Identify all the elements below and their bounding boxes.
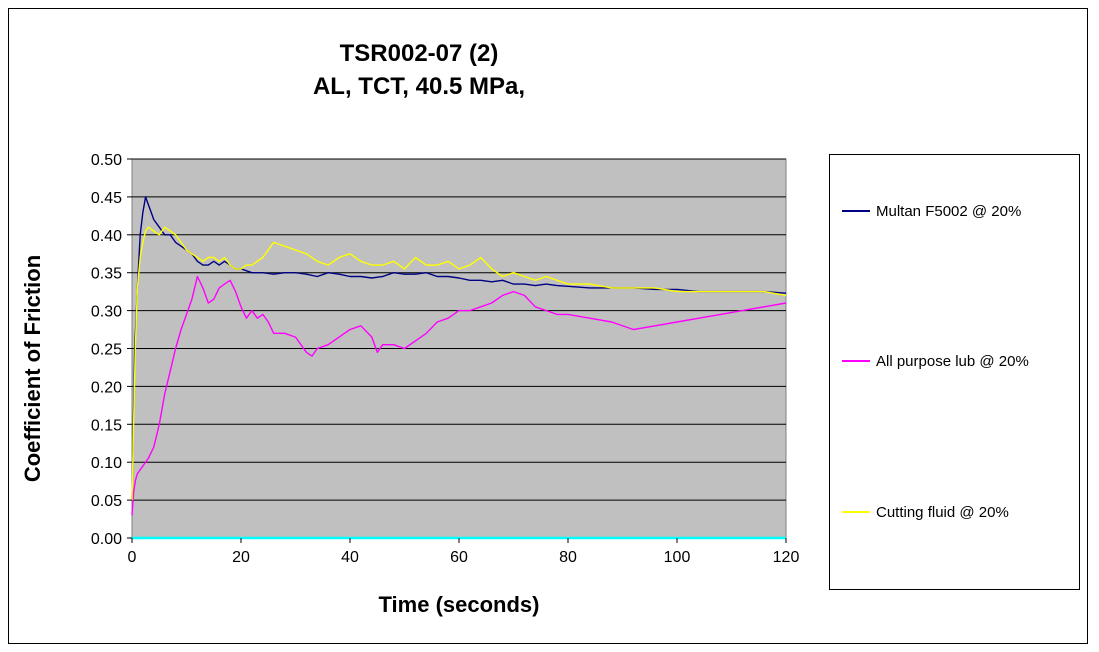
legend-swatch-multan <box>842 210 870 212</box>
legend-item-multan: Multan F5002 @ 20% <box>842 201 1021 221</box>
x-tick-label-4: 80 <box>559 549 577 566</box>
y-axis-title: Coefficient of Friction <box>20 255 45 482</box>
legend-label-all-purpose: All purpose lub @ 20% <box>876 352 1029 370</box>
series-line-cutting-fluid <box>131 226 787 501</box>
chart-title-line-2: AL, TCT, 40.5 MPa, <box>312 73 526 100</box>
x-tick-label-5: 100 <box>664 549 691 566</box>
y-tick-label-2: 0.10 <box>91 455 122 472</box>
legend-swatch-all-purpose <box>842 360 870 362</box>
y-tick-label-1: 0.05 <box>91 493 122 510</box>
y-tick-label-3: 0.15 <box>91 417 122 434</box>
y-tick-label-5: 0.25 <box>91 342 122 359</box>
x-axis-ticks: 0 20 40 60 80 100 120 <box>128 538 800 566</box>
legend-item-all-purpose: All purpose lub @ 20% <box>842 351 1029 371</box>
legend: Multan F5002 @ 20% All purpose lub @ 20%… <box>829 154 1080 590</box>
y-tick-label-8: 0.40 <box>91 228 122 245</box>
legend-label-cutting-fluid: Cutting fluid @ 20% <box>876 503 1009 521</box>
x-tick-label-3: 60 <box>450 549 468 566</box>
series-line-multan <box>131 196 787 501</box>
chart-title-line-1: TSR002-07 (2) <box>339 40 499 67</box>
y-tick-label-6: 0.30 <box>91 304 122 321</box>
y-axis-ticks: 0.00 0.05 0.10 0.15 0.20 0.25 0.30 0.35 0.40 0.45… <box>91 152 132 548</box>
legend-item-cutting-fluid: Cutting fluid @ 20% <box>842 502 1009 522</box>
y-tick-label-10: 0.50 <box>91 152 122 169</box>
x-tick-label-6: 120 <box>773 549 800 566</box>
y-tick-label-9: 0.45 <box>91 190 122 207</box>
x-tick-label-2: 40 <box>341 549 359 566</box>
legend-swatch-cutting-fluid <box>842 511 870 513</box>
gridlines <box>132 158 786 539</box>
y-tick-label-4: 0.20 <box>91 379 122 396</box>
y-tick-label-0: 0.00 <box>91 531 122 548</box>
series-line-all-purpose <box>131 275 787 516</box>
chart-title: TSR002-07 (2) AL, TCT, 40.5 MPa, <box>9 37 829 103</box>
x-axis-title: Time (seconds) <box>379 592 540 617</box>
y-tick-label-7: 0.35 <box>91 266 122 283</box>
legend-label-multan: Multan F5002 @ 20% <box>876 202 1022 220</box>
x-tick-label-0: 0 <box>128 549 137 566</box>
x-tick-label-1: 20 <box>232 549 250 566</box>
